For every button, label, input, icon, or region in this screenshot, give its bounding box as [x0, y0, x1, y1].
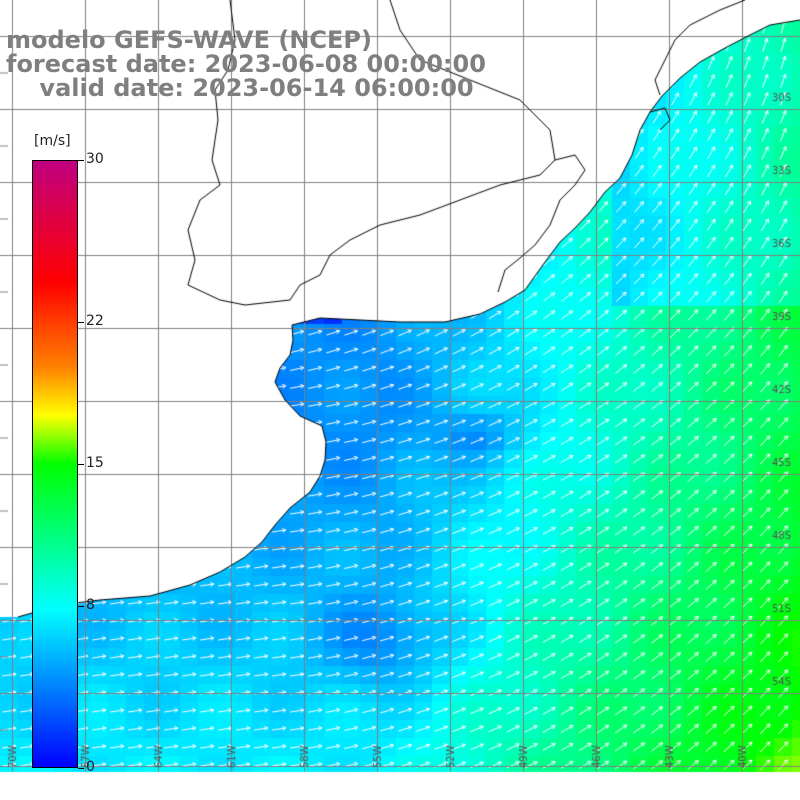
valid-date: valid date: 2023-06-14 06:00:00 — [6, 74, 474, 102]
colorbar-unit: [m/s] — [34, 133, 71, 149]
colorbar-tick-label: 0 — [86, 759, 95, 775]
colorbar-tick-label: 8 — [86, 596, 95, 613]
colorbar-tick-mark — [78, 322, 84, 324]
colorbar-tick-mark — [78, 605, 84, 607]
colorbar-tick-label: 30 — [86, 151, 104, 167]
model-name: modelo GEFS-WAVE (NCEP) — [6, 26, 372, 54]
colorbar-tick-mark — [78, 464, 84, 465]
colorbar-tick-mark — [78, 160, 84, 161]
forecast-date: forecast date: 2023-06-08 00:00:00 — [6, 50, 486, 78]
colorbar-tick-mark — [78, 768, 84, 769]
map-title: modelo GEFS-WAVE (NCEP) forecast date: 20… — [6, 28, 486, 100]
colorbar-tick-label: 22 — [86, 313, 104, 330]
colorbar-tick-label: 15 — [86, 455, 104, 471]
colorbar — [32, 160, 78, 768]
